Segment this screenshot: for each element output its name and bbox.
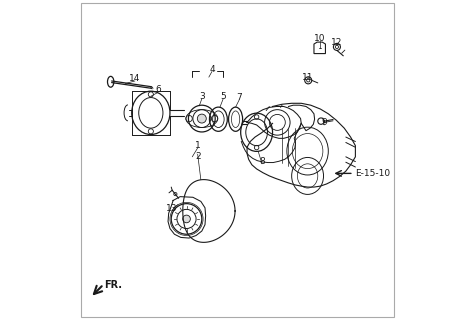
Text: FR.: FR. [104,280,123,290]
Text: 6: 6 [155,85,161,94]
Text: E-15-10: E-15-10 [355,169,390,178]
Text: 1: 1 [195,141,200,150]
Text: 2: 2 [195,152,200,161]
Text: 3: 3 [199,92,205,101]
Text: 8: 8 [259,157,265,166]
Text: 10: 10 [314,35,325,44]
Text: 9: 9 [321,118,327,127]
Text: 4: 4 [209,65,215,74]
Text: 7: 7 [236,93,242,102]
Text: 14: 14 [129,74,141,83]
Circle shape [183,215,190,223]
Text: 13: 13 [166,204,178,213]
Text: 5: 5 [220,92,226,101]
Text: 11: 11 [302,73,314,82]
Text: 12: 12 [331,38,342,47]
Circle shape [197,114,206,123]
